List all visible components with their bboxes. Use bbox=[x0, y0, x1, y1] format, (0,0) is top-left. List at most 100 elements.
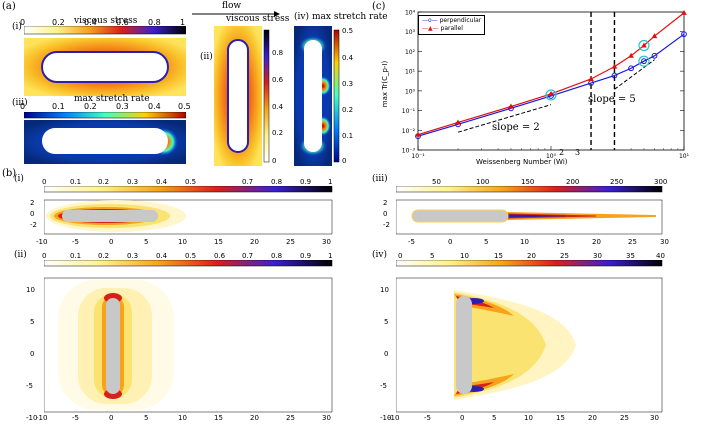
colorbar bbox=[44, 260, 333, 267]
panel-c-label: (c) bbox=[372, 1, 386, 12]
panel-a-i-title: viscous stress bbox=[74, 16, 138, 26]
panel-a-iii-title: max stretch rate bbox=[74, 94, 150, 104]
panel-a-iv-label: (iv) bbox=[294, 12, 309, 22]
panel-b-ii-label: (ii) bbox=[14, 250, 27, 260]
y-tick-label: 10⁻¹ bbox=[402, 108, 416, 115]
colorbar bbox=[396, 260, 663, 267]
series-line-parallel bbox=[417, 12, 685, 136]
panel-b-iv-plot bbox=[396, 260, 663, 413]
tick-label: 0.5 bbox=[342, 27, 354, 35]
panel-b-iv-label: (iv) bbox=[372, 250, 387, 260]
panel-b-iii-plot bbox=[396, 186, 663, 235]
panel-a-iv-ticks: 0 0.1 0.2 0.3 0.4 0.5 bbox=[342, 26, 364, 166]
data-point-perpendicular bbox=[681, 31, 687, 38]
tick-label: 0.4 bbox=[342, 54, 354, 62]
chart-axes bbox=[417, 11, 685, 151]
panel-b-i-y-ticks: 2 0 -2 bbox=[30, 199, 37, 229]
tick-label: 0.2 bbox=[52, 18, 65, 27]
cylinder-body bbox=[106, 298, 120, 394]
panel-a-iii-plot bbox=[24, 112, 186, 164]
panel-b-iii-label: (iii) bbox=[372, 174, 388, 184]
panel-b-ii-plot bbox=[44, 260, 333, 413]
legend-entry-perpendicular: —o— perpendicular bbox=[422, 17, 482, 24]
y-tick-label: 10² bbox=[405, 49, 416, 56]
data-point-perpendicular bbox=[628, 65, 634, 72]
cylinder-body bbox=[411, 209, 509, 223]
tick-label: 0.2 bbox=[84, 102, 97, 111]
panel-b-label: (b) bbox=[2, 168, 17, 179]
tick-label: 0.2 bbox=[272, 129, 284, 137]
data-point-parallel bbox=[455, 119, 461, 125]
panel-b-ii-y-ticks: 10 5 0 -5 -10 bbox=[26, 286, 38, 422]
flow-label: flow bbox=[222, 1, 242, 11]
data-point-parallel bbox=[628, 52, 634, 58]
panel-a-i-plot bbox=[24, 26, 186, 96]
data-point-perpendicular bbox=[611, 72, 618, 79]
y-tick-label: 10¹ bbox=[405, 69, 416, 76]
panel-c-chart: 10⁻³ 10⁻² 10⁻¹ 10⁰ 10¹ 10² 10³ 10⁴ 10⁻¹ 10⁰ 10¹ bbox=[402, 9, 690, 161]
wi-2-label: 2 bbox=[559, 148, 565, 157]
tick-label: 0.8 bbox=[272, 49, 284, 57]
slope-2-guide-line bbox=[457, 104, 552, 133]
tick-label: 0 bbox=[272, 157, 277, 165]
tick-label: 0.6 bbox=[116, 18, 129, 27]
panel-a-i-label: (i) bbox=[12, 22, 22, 32]
cylinder-body bbox=[41, 51, 169, 83]
data-point-parallel bbox=[588, 75, 594, 81]
chart-xlabel: Weissenberg Number (Wi) bbox=[476, 158, 568, 166]
panel-b-i-label: (i) bbox=[14, 174, 24, 184]
y-tick-label: 10³ bbox=[405, 29, 416, 36]
y-tick-label: 10⁻² bbox=[402, 128, 416, 135]
slope-2-annotation: slope = 2 bbox=[492, 122, 540, 133]
highlight-circle bbox=[638, 39, 650, 52]
tick-label: 0 bbox=[20, 102, 26, 111]
panel-a-ii-title: viscous stress bbox=[226, 14, 290, 24]
tick-label: 0.4 bbox=[272, 103, 284, 111]
cylinder-body bbox=[227, 39, 249, 153]
colorbar bbox=[24, 26, 186, 35]
tick-label: 0.4 bbox=[148, 102, 161, 111]
data-point-parallel bbox=[681, 9, 687, 15]
tick-label: 1 bbox=[180, 18, 186, 27]
tick-label: 0.1 bbox=[342, 132, 354, 140]
chart-series bbox=[415, 9, 687, 140]
cylinder-body bbox=[456, 296, 472, 394]
colorbar bbox=[263, 29, 270, 163]
panel-a-iv-plot bbox=[294, 26, 340, 166]
highlight-circle bbox=[545, 89, 557, 101]
panel-a-label: (a) bbox=[2, 1, 16, 12]
data-point-perpendicular bbox=[651, 52, 658, 59]
tick-label: 0.5 bbox=[178, 102, 191, 111]
slope-5-annotation: slope = 5 bbox=[588, 94, 636, 105]
tick-label: 0 bbox=[342, 157, 347, 165]
cylinder-body bbox=[42, 128, 168, 154]
tick-label: 0.8 bbox=[148, 18, 161, 27]
colorbar bbox=[396, 186, 663, 193]
x-tick-label: 10¹ bbox=[679, 153, 690, 160]
colorbar bbox=[333, 29, 340, 163]
y-tick-label: 10⁻³ bbox=[402, 148, 416, 155]
panel-a-ii-ticks: 0 0.2 0.4 0.6 0.8 bbox=[272, 26, 292, 166]
series-line-perpendicular bbox=[417, 33, 685, 137]
cylinder-body bbox=[62, 210, 158, 222]
panel-b-iii-y-ticks: 2 0 -2 bbox=[383, 199, 390, 229]
highlight-circle bbox=[638, 55, 650, 67]
data-point-parallel bbox=[548, 90, 554, 96]
chart-ticks: 10⁻³ 10⁻² 10⁻¹ 10⁰ 10¹ 10² 10³ 10⁴ 10⁻¹ 10⁰ 10¹ bbox=[402, 10, 690, 161]
tick-label: 0.2 bbox=[342, 106, 354, 114]
panel-a-iii-label: (iii) bbox=[12, 98, 28, 108]
plot-frame bbox=[417, 11, 685, 151]
panel-b-i-plot bbox=[44, 186, 333, 235]
tick-label: 0.4 bbox=[84, 18, 97, 27]
tick-label: 0.3 bbox=[342, 80, 354, 88]
flow-arrow-icon bbox=[192, 11, 280, 17]
cylinder-body bbox=[304, 40, 322, 152]
panel-b-iv-y-ticks: 10 5 0 -5 -10 bbox=[380, 286, 392, 422]
tick-label: 0.3 bbox=[116, 102, 129, 111]
y-tick-label: 10⁰ bbox=[405, 88, 416, 95]
data-point-parallel bbox=[415, 131, 421, 137]
y-tick-label: 10⁴ bbox=[405, 10, 416, 17]
tick-label: 0 bbox=[20, 18, 26, 27]
tick-label: 0.1 bbox=[52, 102, 65, 111]
chart-legend: —o— perpendicular —▲— parallel bbox=[418, 15, 486, 35]
